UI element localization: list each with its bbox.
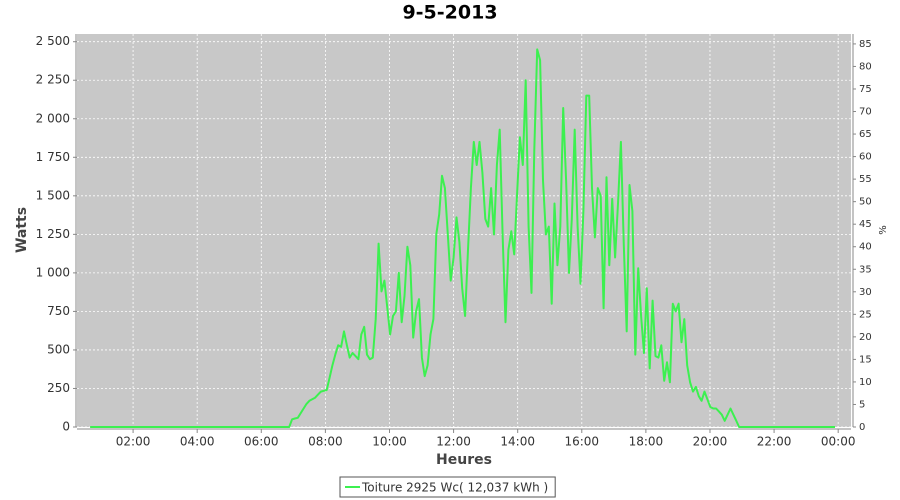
- y2-tick-label: 20: [859, 332, 872, 343]
- y2-tick-label: 10: [859, 377, 872, 388]
- x-axis-label: Heures: [436, 452, 492, 468]
- x-tick-label: 10:00: [372, 435, 407, 449]
- plot-area: [77, 34, 851, 427]
- y2-tick-label: 85: [859, 39, 872, 50]
- y-tick-label: 0: [62, 420, 70, 434]
- y-tick-label: 1 750: [36, 150, 70, 164]
- legend-label: Toiture 2925 Wc( 12,037 kWh ): [361, 481, 548, 495]
- x-tick-label: 14:00: [500, 435, 535, 449]
- y2-tick-label: 40: [859, 242, 872, 253]
- x-tick-label: 08:00: [308, 435, 343, 449]
- y2-axis-label: %: [878, 225, 889, 235]
- data-line: [90, 48, 835, 428]
- y-tick-label: 250: [47, 381, 70, 395]
- y2-tick-label: 30: [859, 287, 872, 298]
- chart-title: 9-5-2013: [402, 2, 497, 24]
- y-tick-label: 500: [47, 342, 70, 356]
- y-tick-label: 2 000: [36, 111, 70, 125]
- x-tick-label: 02:00: [116, 435, 151, 449]
- y2-tick-label: 0: [859, 422, 865, 433]
- legend: Toiture 2925 Wc( 12,037 kWh ): [339, 476, 556, 498]
- x-tick-label: 06:00: [244, 435, 279, 449]
- y-tick-label: 2 500: [36, 34, 70, 48]
- y-tick-label: 1 000: [36, 265, 70, 279]
- y-tick-label: 2 250: [36, 73, 70, 87]
- x-tick-label: 20:00: [693, 435, 728, 449]
- y2-tick-label: 60: [859, 152, 872, 163]
- y2-tick-label: 55: [859, 174, 872, 185]
- y2-tick-label: 25: [859, 309, 872, 320]
- x-tick-label: 16:00: [564, 435, 599, 449]
- x-tick-label: 12:00: [436, 435, 471, 449]
- y2-tick-label: 50: [859, 197, 872, 208]
- y2-tick-label: 65: [859, 129, 872, 140]
- y2-tick-label: 80: [859, 61, 872, 72]
- y-axis-label: Watts: [14, 207, 30, 253]
- y2-tick-label: 5: [859, 399, 865, 410]
- y-tick-label: 1 500: [36, 188, 70, 202]
- y-tick-label: 750: [47, 304, 70, 318]
- y2-tick-label: 70: [859, 107, 872, 118]
- y2-tick-label: 15: [859, 354, 872, 365]
- y2-tick-label: 75: [859, 84, 872, 95]
- y-tick-label: 1 250: [36, 227, 70, 241]
- x-tick-label: 18:00: [629, 435, 664, 449]
- y2-tick-label: 35: [859, 264, 872, 275]
- x-tick-label: 00:00: [821, 435, 856, 449]
- x-tick-label: 22:00: [757, 435, 792, 449]
- x-tick-label: 04:00: [180, 435, 215, 449]
- y2-tick-label: 45: [859, 219, 872, 230]
- legend-box: [339, 476, 556, 498]
